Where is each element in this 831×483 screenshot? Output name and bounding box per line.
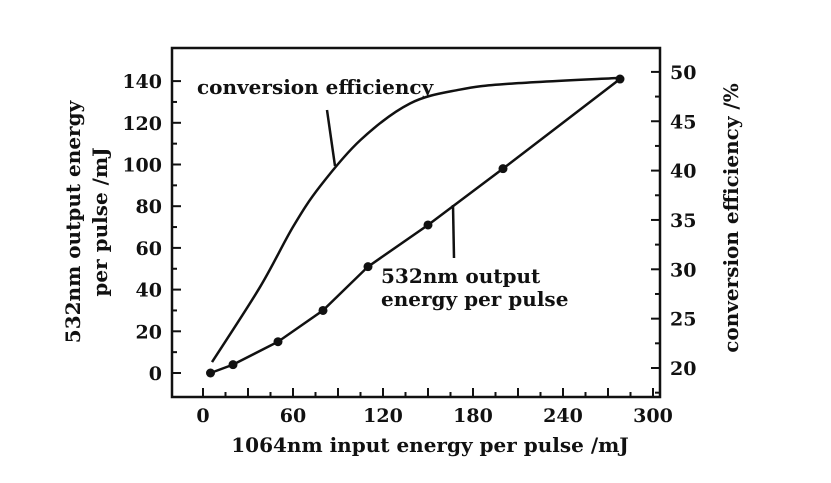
y-tick-label: 20 — [136, 321, 162, 343]
y2-tick-label: 50 — [670, 62, 696, 84]
y-tick-label: 100 — [122, 155, 162, 177]
ticks: 0 60 120 180 240 300 0 20 40 60 80 100 120 140 20 25 30 3… — [122, 62, 696, 427]
x-tick-label: 240 — [543, 405, 583, 427]
y-tick-label: 0 — [149, 363, 162, 385]
y-tick-label: 60 — [136, 238, 162, 260]
data-point — [273, 337, 283, 347]
series-label-output-line1: 532nm output — [381, 264, 541, 288]
y2-tick-label: 30 — [670, 259, 696, 281]
data-point — [228, 360, 238, 370]
y-axis-label-line1: 532nm output energy — [61, 99, 85, 343]
series — [206, 74, 625, 378]
series-label-conversion-efficiency: conversion efficiency — [197, 75, 435, 99]
y2-tick-label: 40 — [670, 161, 696, 183]
series-label-output-line2: energy per pulse — [381, 287, 568, 311]
y2-tick-label: 45 — [670, 111, 696, 133]
x-axis-label: 1064nm input energy per pulse /mJ — [231, 433, 629, 457]
x-tick-label: 60 — [280, 405, 306, 427]
y-tick-label: 140 — [122, 71, 162, 93]
data-point — [498, 164, 508, 174]
series-line-0 — [210, 78, 621, 375]
y2-tick-label: 25 — [670, 309, 696, 331]
x-tick-label: 180 — [453, 405, 493, 427]
data-point — [206, 368, 215, 378]
y2-tick-label: 20 — [670, 358, 696, 380]
y-tick-label: 40 — [136, 280, 162, 302]
plot-frame — [170, 46, 662, 399]
x-tick-label: 0 — [196, 405, 209, 427]
annotation-pointer-efficiency — [325, 109, 337, 167]
y2-tick-label: 35 — [670, 210, 696, 232]
series-line-1 — [210, 76, 621, 363]
y-axis-label-line2: per pulse /mJ — [88, 147, 112, 296]
data-point — [423, 220, 433, 230]
x-tick-label: 300 — [633, 405, 673, 427]
y-tick-label: 120 — [122, 113, 162, 135]
y-tick-label: 80 — [136, 196, 162, 218]
x-tick-label: 120 — [363, 405, 403, 427]
y2-axis-label: conversion efficiency /% — [719, 83, 743, 353]
data-point — [318, 305, 328, 315]
annotation-pointer-output — [451, 204, 456, 259]
data-point — [363, 262, 373, 272]
